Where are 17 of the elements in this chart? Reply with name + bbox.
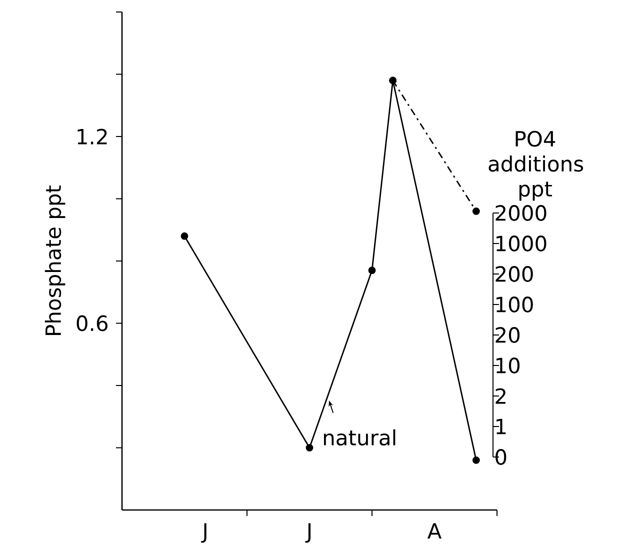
annotation: 10 bbox=[496, 358, 520, 374]
annotation: 2 bbox=[496, 388, 506, 404]
annotation: 200 bbox=[496, 266, 533, 282]
y-tick-label: 1.2 bbox=[78, 128, 107, 144]
x-tick-label: J bbox=[201, 523, 206, 543]
x-tick-label: J bbox=[305, 523, 311, 543]
annotation: 1000 bbox=[496, 236, 546, 252]
annotation: 100 bbox=[496, 296, 533, 312]
x-tick-label: A bbox=[427, 523, 442, 539]
annotation: 20 bbox=[496, 327, 520, 343]
y-tick-label: 0.6 bbox=[76, 315, 108, 332]
annotation: natural bbox=[324, 429, 396, 446]
annotation: 1 bbox=[496, 418, 506, 434]
annotation: 2000 bbox=[496, 205, 546, 221]
y-axis-title: Phosphate ppt bbox=[44, 186, 66, 335]
annotation: 0 bbox=[496, 449, 506, 465]
annotation: PO4 additions ppt bbox=[488, 130, 584, 201]
